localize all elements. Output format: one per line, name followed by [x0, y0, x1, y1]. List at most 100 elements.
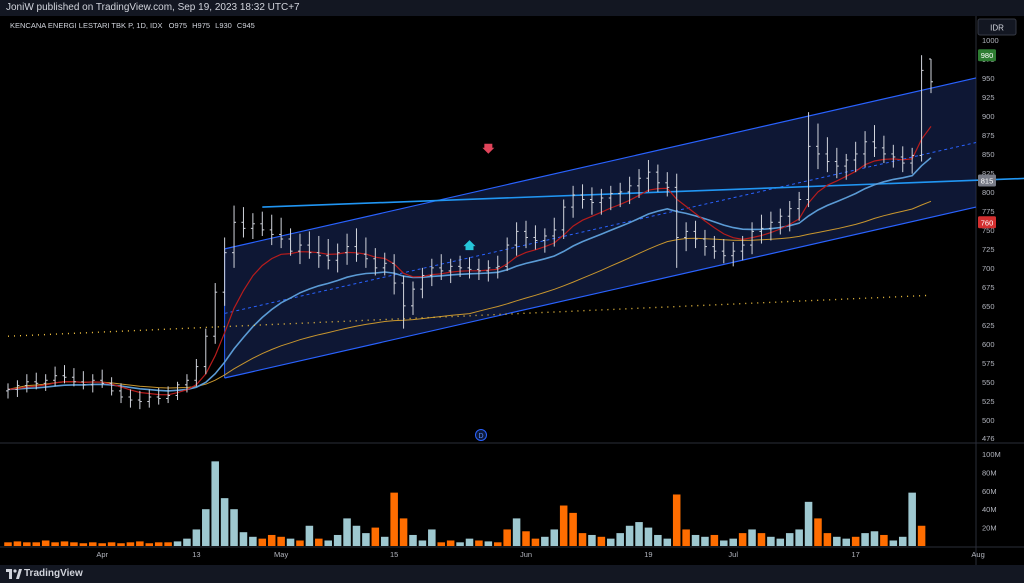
price-bar [844, 153, 849, 180]
currency-button[interactable]: IDR [977, 18, 1017, 36]
volume-bars [4, 461, 926, 546]
price-bar [307, 231, 312, 259]
volume-bar [23, 542, 31, 546]
volume-bar [409, 534, 417, 546]
volume-bar [616, 533, 624, 546]
price-bar [561, 199, 566, 239]
price-bar [495, 255, 500, 279]
price-bar [467, 257, 472, 279]
price-bar [420, 267, 425, 299]
footer-bar: TradingView [0, 565, 1024, 583]
price-tag: 980 [978, 49, 996, 62]
price-bar [184, 374, 189, 393]
volume-bar [60, 541, 69, 546]
event-marker[interactable]: D [475, 429, 487, 441]
price-bar [806, 112, 811, 208]
volume-bar [917, 525, 926, 546]
price-bar [891, 144, 896, 168]
volume-bar [154, 542, 163, 546]
volume-bar [399, 518, 408, 546]
price-bar [797, 191, 802, 221]
price-bar [618, 182, 623, 208]
time-tick-label: Jul [728, 550, 738, 559]
volume-tick-label: 80M [982, 468, 997, 477]
price-bar [392, 254, 397, 295]
chart-svg[interactable]: 1000975950925900875850825800775750725700… [0, 16, 1024, 565]
volume-bar [531, 538, 540, 546]
chart-area[interactable]: 1000975950925900875850825800775750725700… [0, 16, 1024, 565]
volume-bar [578, 533, 587, 546]
price-bar [787, 201, 792, 232]
volume-bar [550, 529, 559, 546]
price-bar [693, 220, 698, 249]
volume-bar [654, 534, 662, 546]
price-bar [721, 239, 726, 264]
price-bars [6, 55, 933, 410]
price-bar [297, 233, 302, 265]
time-tick-label: 17 [851, 550, 859, 559]
price-bar [382, 252, 387, 276]
volume-bar [559, 505, 568, 546]
volume-bar [710, 534, 719, 546]
volume-bar [362, 533, 370, 546]
price-bar [589, 187, 594, 215]
channel-median-line [224, 142, 977, 314]
volume-tick-label: 20M [982, 524, 997, 533]
price-bar [147, 389, 152, 408]
price-tag-label: 760 [981, 218, 994, 227]
price-bar [439, 254, 444, 281]
volume-bar [908, 492, 916, 546]
price-tick-label: 725 [982, 245, 995, 254]
price-tick-label: 850 [982, 150, 995, 159]
price-tick-label: 900 [982, 112, 995, 121]
volume-bar [88, 542, 97, 546]
volume-bar [305, 525, 314, 546]
buy-signal-arrow [463, 240, 476, 251]
price-bar [448, 258, 453, 284]
price-bar [203, 328, 208, 375]
volume-bar [32, 542, 41, 546]
price-bar [24, 374, 29, 393]
price-bar [326, 239, 331, 270]
volume-bar [79, 543, 88, 546]
volume-bar [183, 538, 191, 546]
price-tick-label: 625 [982, 321, 995, 330]
price-bar [279, 217, 284, 249]
price-bar [919, 55, 924, 162]
price-bar [156, 387, 161, 405]
price-bar [43, 374, 48, 391]
price-bar [119, 383, 124, 404]
price-tick-label: 476 [982, 434, 995, 443]
volume-tick-label: 100M [982, 450, 1001, 459]
price-bar [354, 228, 359, 262]
time-tick-label: Jun [520, 550, 532, 559]
publish-info-text: JoniW published on TradingView.com, Sep … [6, 2, 300, 13]
volume-bar [701, 536, 709, 546]
channel-lower-line [224, 206, 977, 379]
volume-bar [220, 498, 229, 546]
price-bar [929, 58, 933, 94]
volume-bar [569, 512, 577, 546]
volume-bar [230, 509, 238, 546]
parallel-channel[interactable] [224, 77, 1024, 379]
volume-bar [842, 538, 851, 546]
price-bar [288, 228, 293, 256]
volume-bar [672, 494, 681, 546]
price-bar [476, 258, 481, 281]
time-tick-label: Apr [96, 550, 108, 559]
price-bar [825, 137, 830, 173]
event-marker-label: D [478, 433, 483, 440]
price-tick-label: 575 [982, 359, 995, 368]
sma-50-line [7, 200, 932, 390]
volume-bar [145, 543, 154, 546]
price-bar [580, 184, 585, 209]
volume-bar [804, 501, 813, 546]
price-bar [712, 235, 717, 259]
price-bar [15, 380, 20, 397]
time-tick-label: 15 [390, 550, 398, 559]
volume-bar [239, 532, 248, 546]
price-bar [646, 160, 651, 192]
price-bar [674, 173, 679, 268]
volume-bar [98, 543, 106, 546]
price-bar [608, 185, 613, 211]
